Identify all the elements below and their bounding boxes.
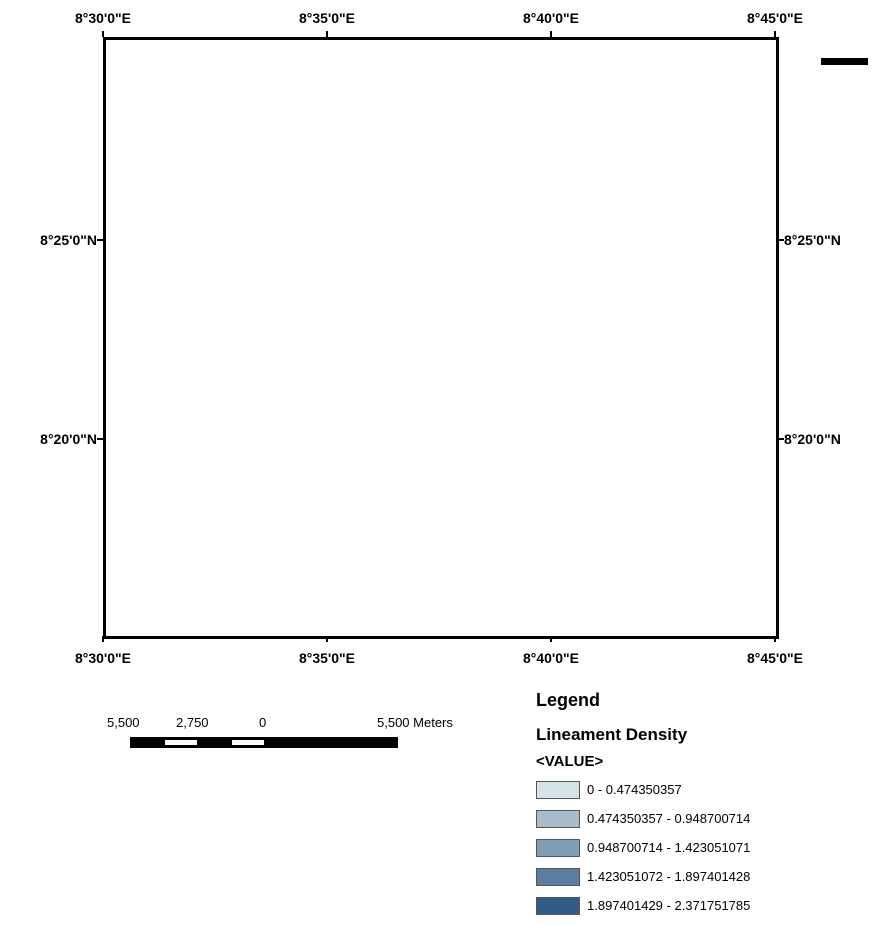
legend-item: 0.474350357 - 0.948700714 <box>536 809 750 828</box>
lon-label-bottom-8-40: 8°40'0"E <box>522 650 580 666</box>
legend-swatch <box>536 809 580 828</box>
tick-bottom <box>326 636 328 642</box>
scale-bar-segment <box>232 740 264 745</box>
legend-swatch <box>536 896 580 915</box>
scale-label-2750: 2,750 <box>176 715 209 730</box>
tick-left <box>97 438 103 440</box>
legend-item: 1.423051072 - 1.897401428 <box>536 867 750 886</box>
legend-swatch <box>536 867 580 886</box>
scale-label-5500-meters: 5,500 Meters <box>377 715 453 730</box>
legend: Legend Lineament Density <VALUE> 0 - 0.4… <box>536 690 750 925</box>
lat-label-left-8-25: 8°25'0"N <box>40 232 97 248</box>
lat-label-right-8-20: 8°20'0"N <box>784 431 841 447</box>
lat-label-left-8-20: 8°20'0"N <box>40 431 97 447</box>
map-frame[interactable] <box>103 37 779 639</box>
legend-title: Legend <box>536 690 601 710</box>
legend-item-label: 0.474350357 - 0.948700714 <box>587 811 751 826</box>
lon-label-top-8-45: 8°45'0"E <box>746 10 804 26</box>
lat-label-right-8-25: 8°25'0"N <box>784 232 841 248</box>
tick-bottom <box>774 636 776 642</box>
legend-item-label: 1.423051072 - 1.897401428 <box>587 869 751 884</box>
legend-item-label: 1.897401429 - 2.371751785 <box>587 898 751 913</box>
tick-bottom <box>102 636 104 642</box>
lon-label-top-8-30: 8°30'0"E <box>74 10 132 26</box>
tick-top <box>102 31 104 37</box>
scale-label-5500-left: 5,500 <box>107 715 140 730</box>
north-arrow-fragment <box>821 58 868 65</box>
scale-bar-segment <box>165 740 197 745</box>
legend-swatch <box>536 838 580 857</box>
lon-label-bottom-8-30: 8°30'0"E <box>74 650 132 666</box>
lon-label-top-8-35: 8°35'0"E <box>298 10 356 26</box>
lon-label-top-8-40: 8°40'0"E <box>522 10 580 26</box>
legend-item-label: 0 - 0.474350357 <box>587 782 682 797</box>
legend-item: 0.948700714 - 1.423051071 <box>536 838 750 857</box>
tick-top <box>550 31 552 37</box>
legend-field-name: <VALUE> <box>536 753 604 770</box>
legend-item: 0 - 0.474350357 <box>536 780 750 799</box>
tick-bottom <box>550 636 552 642</box>
scale-bar <box>130 737 398 748</box>
tick-top <box>326 31 328 37</box>
tick-left <box>97 239 103 241</box>
legend-layer-name: Lineament Density <box>536 725 688 744</box>
scale-label-0: 0 <box>259 715 267 730</box>
lon-label-bottom-8-45: 8°45'0"E <box>746 650 804 666</box>
tick-right <box>778 239 784 241</box>
legend-swatch <box>536 780 580 799</box>
tick-top <box>774 31 776 37</box>
lon-label-bottom-8-35: 8°35'0"E <box>298 650 356 666</box>
legend-item: 1.897401429 - 2.371751785 <box>536 896 750 915</box>
legend-item-label: 0.948700714 - 1.423051071 <box>587 840 751 855</box>
tick-right <box>778 438 784 440</box>
